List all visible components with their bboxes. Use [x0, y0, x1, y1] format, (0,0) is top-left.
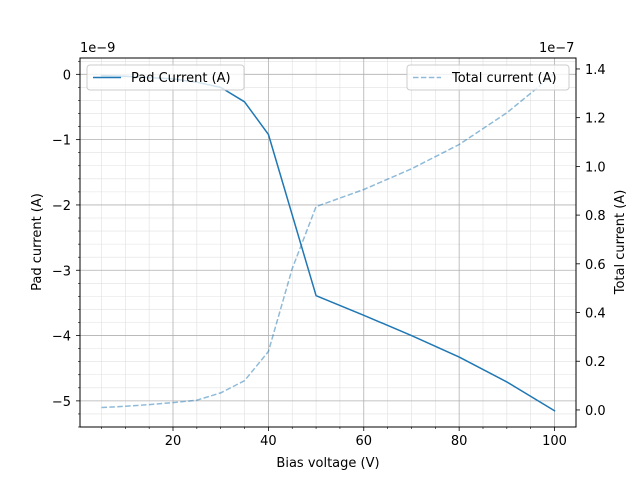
legend-right: Total current (A): [406, 64, 570, 91]
major-grid: [80, 58, 576, 427]
left-tick-label: −3: [52, 264, 71, 279]
right-tick-label: 1.2: [585, 112, 606, 127]
legend-left: Pad Current (A): [86, 64, 245, 91]
total-current-series-line: [101, 73, 555, 409]
x-tick-label: 40: [260, 434, 277, 449]
right-tick-label: 0.4: [585, 307, 606, 322]
x-axis-label: Bias voltage (V): [276, 456, 379, 471]
x-tick-label: 100: [542, 434, 567, 449]
x-axis-ticks: 20 40 60 80 100: [101, 427, 567, 449]
right-tick-label: 0.2: [585, 355, 606, 370]
plot-frame: [79, 57, 577, 428]
legend-right-label: Total current (A): [451, 71, 557, 86]
left-axis-ticks: 0 −1 −2 −3 −4 −5: [52, 60, 80, 428]
right-axis-offset-label: 1e−7: [539, 41, 574, 56]
left-tick-label: −5: [52, 395, 71, 410]
left-tick-label: −4: [52, 330, 71, 345]
left-tick-label: −2: [52, 199, 71, 214]
left-axis-offset-label: 1e−9: [80, 41, 115, 56]
x-tick-label: 60: [355, 434, 372, 449]
right-tick-label: 0.6: [585, 258, 606, 273]
series-layer: [100, 73, 556, 412]
right-tick-label: 1.4: [585, 63, 606, 78]
legend-left-label: Pad Current (A): [131, 71, 231, 86]
x-tick-label: 20: [165, 434, 182, 449]
right-axis-label: Total current (A): [613, 190, 628, 296]
x-tick-label: 80: [451, 434, 468, 449]
legend-left-box: [86, 64, 245, 91]
right-tick-label: 1.0: [585, 160, 606, 175]
left-tick-label: −1: [52, 134, 71, 149]
left-axis-label: Pad current (A): [30, 193, 45, 291]
right-tick-label: 0.0: [585, 404, 606, 419]
left-tick-label: 0: [63, 68, 71, 83]
right-tick-label: 0.8: [585, 209, 606, 224]
minor-grid: [80, 58, 576, 428]
legend-right-box: [406, 64, 570, 91]
right-axis-ticks: 0.0 0.2 0.4 0.6 0.8 1.0 1.2 1.4: [576, 63, 606, 419]
pad-current-series-line: [100, 74, 556, 412]
